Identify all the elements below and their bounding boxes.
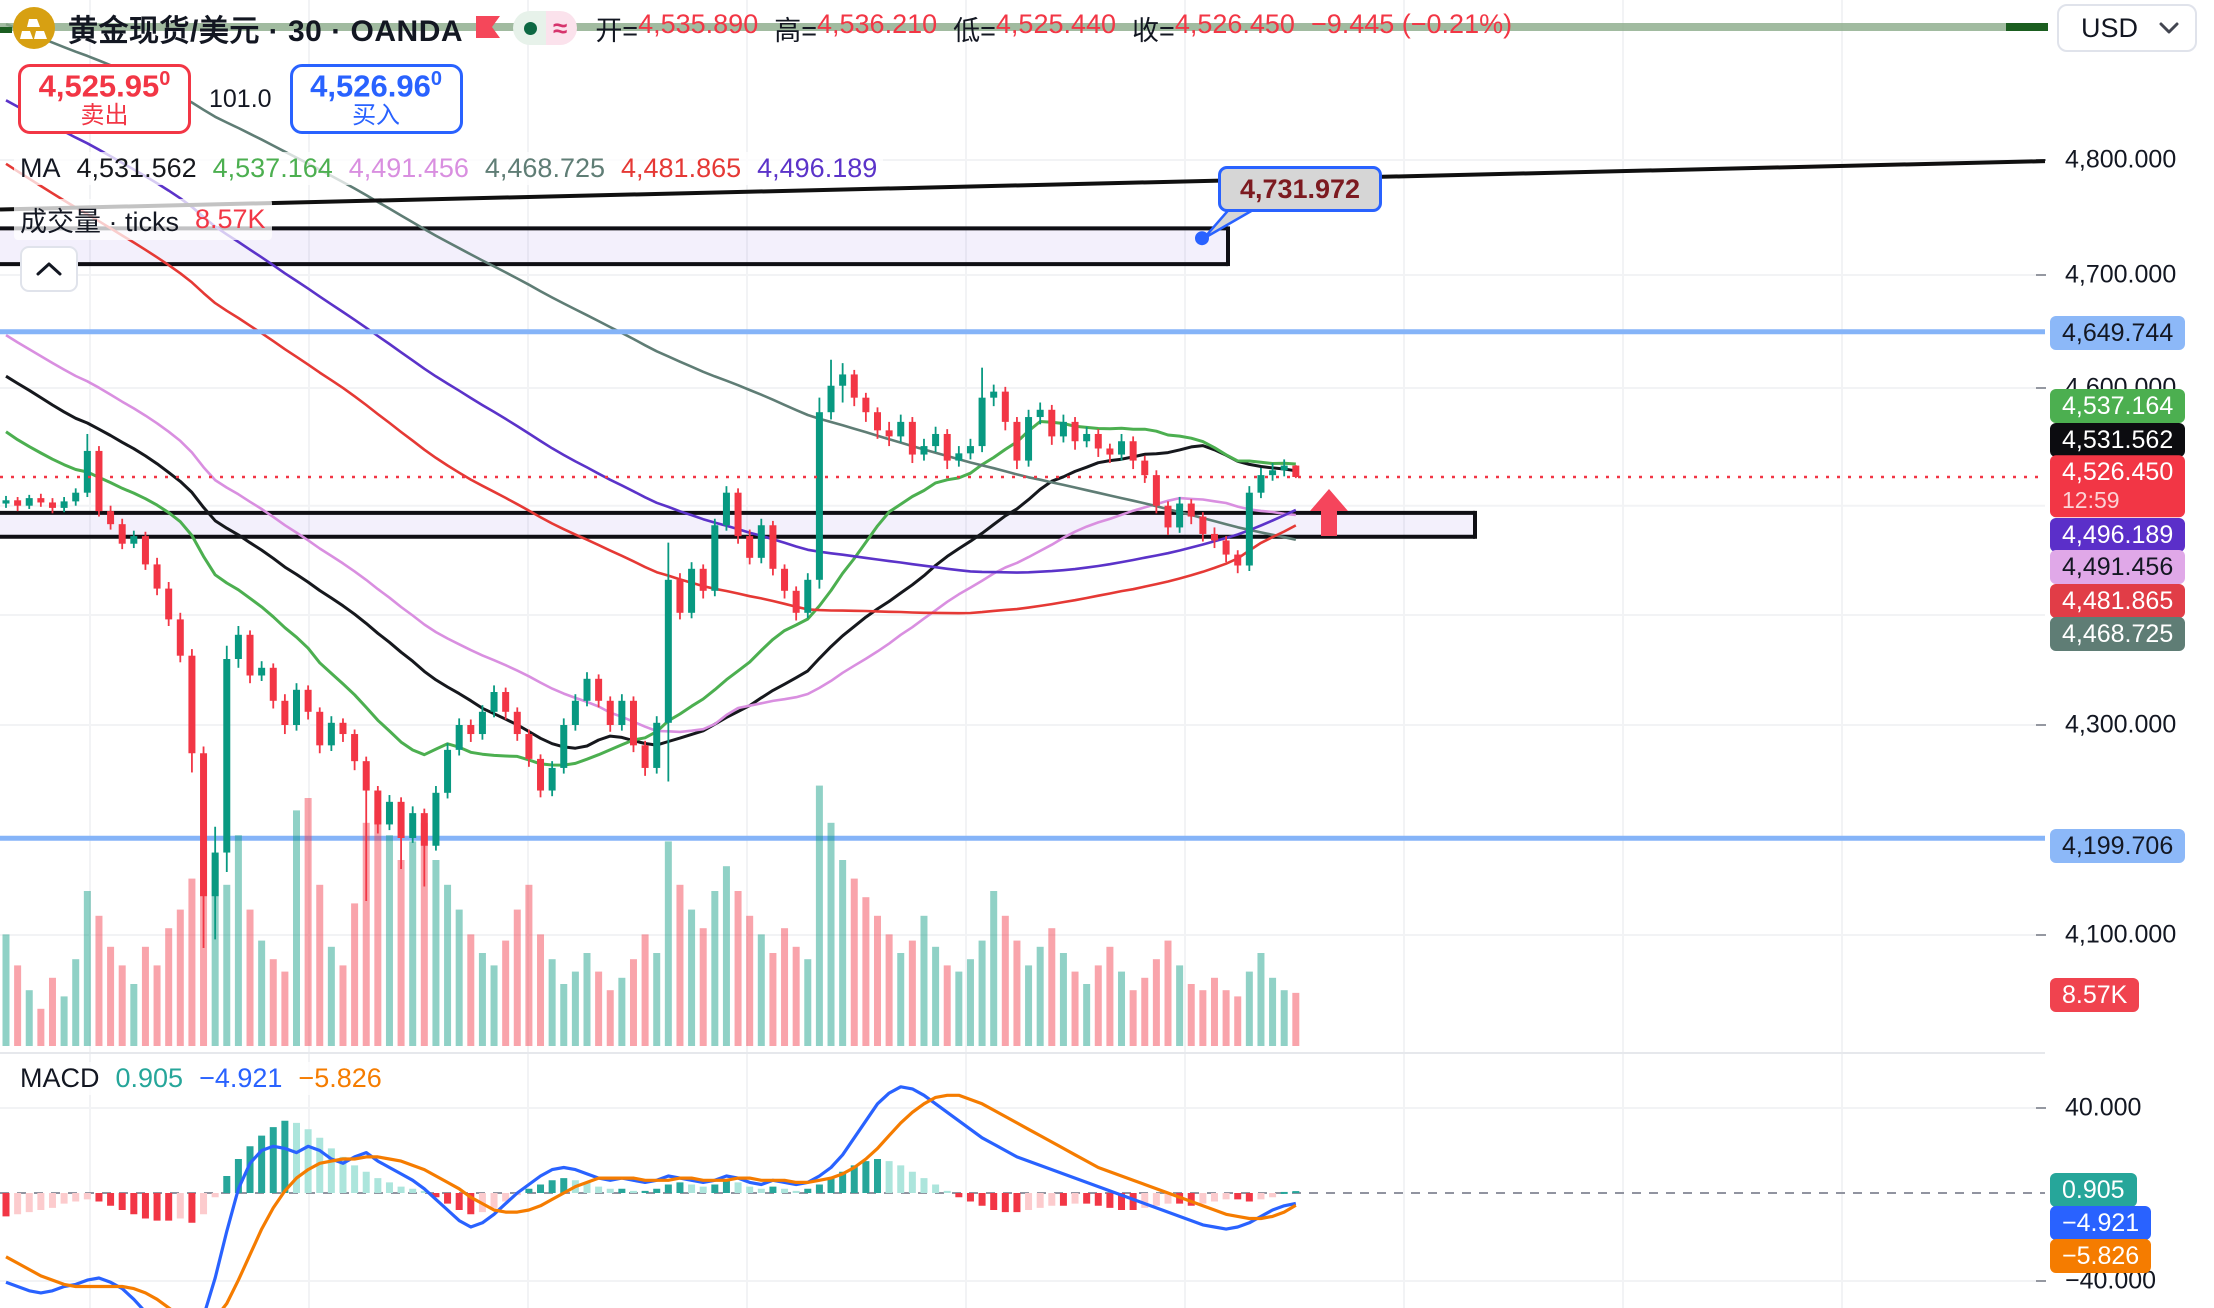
market-open-dot-icon [513, 11, 547, 45]
price-badge-4: 4,496.189 [2050, 518, 2186, 552]
ma-value-0: 4,531.562 [76, 153, 197, 183]
ohlc-label-0: 开= [595, 15, 639, 46]
ohlc-readout: 开= 4,535.890 高= 4,536.210 低= 4,525.440 收= 4,526… [595, 9, 1512, 48]
macd-label: MACD [20, 1063, 100, 1093]
price-badge-10: 0.905 [2050, 1173, 2137, 1207]
sell-label: 卖出 [80, 102, 129, 130]
price-badge-0: 4,649.744 [2050, 316, 2186, 350]
price-badge-3: 4,526.450 12:59 [2050, 455, 2186, 517]
ma-value-4: 4,481.865 [621, 153, 742, 183]
macd-value-0: 0.905 [115, 1063, 184, 1093]
price-axis[interactable]: 4,800.000 4,700.000 4,600.000 4,300.000 4,10… [2045, 0, 2214, 1308]
alert-level-lines[interactable] [0, 329, 2045, 841]
axis-tick-4: 4,100.000 [2065, 920, 2177, 949]
ma-value-3: 4,468.725 [484, 153, 605, 183]
macd-pane [0, 1085, 2045, 1308]
price-badge-5: 4,491.456 [2050, 550, 2186, 584]
volume-value: 8.57K [195, 204, 266, 234]
price-badge-6: 4,481.865 [2050, 584, 2186, 618]
ohlc-value-1: 4,536.210 [817, 8, 938, 39]
spread-value: 101.0 [209, 84, 272, 113]
drawing-lines[interactable] [0, 23, 2048, 212]
sell-button[interactable]: 4,525.950 卖出 [18, 64, 191, 134]
chart-header: 黄金现货/美元 · 30 · OANDA ≈ 开= 4,535.890 高= 4,53… [12, 4, 1512, 52]
candles [2, 359, 1300, 949]
ohlc-label-3: 收= [1132, 15, 1175, 46]
ma-lines [5, 22, 1297, 767]
price-badge-7: 4,468.725 [2050, 617, 2186, 651]
macd-value-1: −4.921 [199, 1063, 283, 1093]
buy-button[interactable]: 4,526.960 买入 [289, 64, 463, 134]
volume-legend-row[interactable]: 成交量 · ticks 8.57K [14, 199, 272, 240]
axis-tick-3: 4,300.000 [2065, 710, 2177, 739]
ohlc-value-3: 4,526.450 [1174, 8, 1295, 39]
ma-values: 4,531.562 4,537.164 4,491.456 4,468.725 4,48… [77, 153, 878, 184]
ma-label: MA [20, 153, 61, 183]
ma-value-1: 4,537.164 [212, 153, 333, 183]
axis-tick-5: 40.000 [2065, 1093, 2142, 1122]
ohlc-value-2: 4,525.440 [995, 8, 1117, 39]
price-badge-2: 4,531.562 [2050, 423, 2186, 457]
price-note-callout[interactable]: 4,731.972 [1218, 166, 1382, 212]
ohlc-label-1: 高= [774, 15, 817, 46]
gridlines [0, 0, 2046, 1308]
price-badge-1: 4,537.164 [2050, 389, 2186, 423]
ohlc-value-0: 4,535.890 [638, 8, 759, 39]
chevron-down-icon [2159, 22, 2179, 34]
symbol-title[interactable]: 黄金现货/美元 · 30 · OANDA [68, 15, 464, 48]
ohlc-change: −9.445 (−0.21%) [1310, 8, 1513, 39]
price-badge-11: −4.921 [2050, 1206, 2152, 1240]
volume-label: 成交量 · ticks [20, 207, 179, 237]
ma-value-5: 4,496.189 [757, 153, 878, 183]
price-badge-12: −5.826 [2050, 1239, 2152, 1273]
macd-value-2: −5.826 [298, 1063, 382, 1093]
currency-selector[interactable]: USD [2057, 4, 2197, 52]
callout-price: 4,731.972 [1239, 173, 1361, 204]
axis-tick-1: 4,700.000 [2065, 260, 2177, 289]
trade-panel: 4,525.950 卖出 101.0 4,526.960 买入 [18, 64, 463, 134]
market-status-pill[interactable]: ≈ [513, 11, 578, 45]
volume-bars [2, 785, 1300, 1046]
gold-logo-icon [13, 7, 55, 49]
price-badge-8: 4,199.706 [2050, 829, 2186, 863]
ma-value-2: 4,491.456 [348, 153, 469, 183]
axis-tick-0: 4,800.000 [2065, 145, 2177, 174]
price-badge-9: 8.57K [2050, 978, 2140, 1012]
delayed-data-icon: ≈ [546, 11, 578, 45]
ohlc-label-2: 低= [953, 15, 996, 46]
ma-legend-row[interactable]: MA 4,531.562 4,537.164 4,491.456 4,468.725 4… [14, 152, 884, 185]
chevron-up-icon [36, 262, 62, 276]
arrow-up-icon[interactable] [1310, 489, 1348, 536]
macd-legend-row[interactable]: MACD 0.905 −4.921 −5.826 [14, 1062, 388, 1095]
macd-values: 0.905 −4.921 −5.826 [116, 1063, 382, 1094]
buy-label: 买入 [352, 102, 401, 130]
flag-icon[interactable] [475, 14, 501, 42]
collapse-panel-button[interactable] [20, 246, 78, 292]
